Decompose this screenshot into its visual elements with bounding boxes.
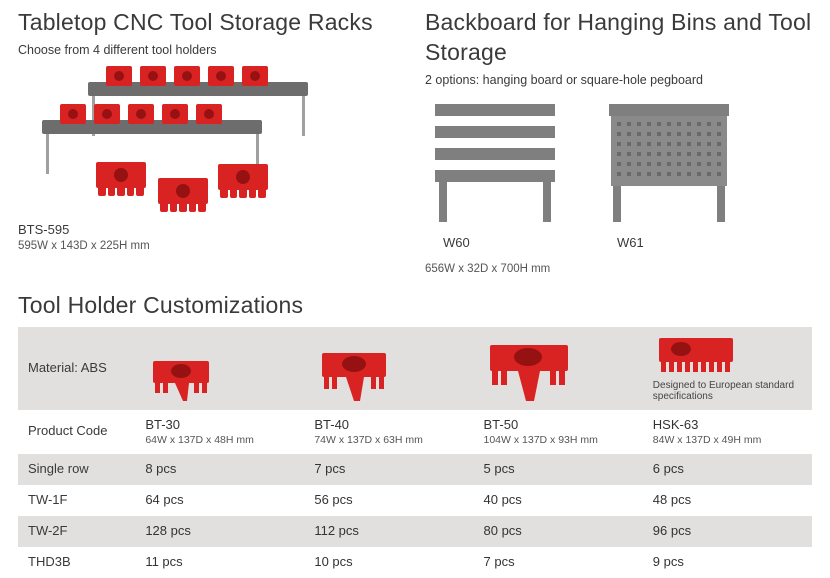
cell-1-0: 8 pcs (135, 454, 304, 485)
holder-img-bt30 (135, 327, 304, 410)
cell-2-3: 48 pcs (643, 485, 812, 516)
row-label-tw2f: TW-2F (18, 516, 135, 547)
cell-3-1: 112 pcs (304, 516, 473, 547)
cell-code-0: BT-30 64W x 137D x 48H mm (135, 410, 304, 455)
holder-img-bt50 (474, 327, 643, 410)
dims-bt30: 64W x 137D x 48H mm (145, 434, 294, 448)
dims-bt40: 74W x 137D x 63H mm (314, 434, 463, 448)
section-racks: Tabletop CNC Tool Storage Racks Choose f… (18, 8, 405, 277)
cell-1-1: 7 pcs (304, 454, 473, 485)
code-bt50: BT-50 (484, 417, 633, 434)
cell-3-3: 96 pcs (643, 516, 812, 547)
cell-4-2: 7 pcs (474, 547, 643, 578)
cell-1-2: 5 pcs (474, 454, 643, 485)
cell-4-0: 11 pcs (135, 547, 304, 578)
board-w60-icon (425, 98, 575, 228)
cell-4-3: 9 pcs (643, 547, 812, 578)
cell-code-2: BT-50 104W x 137D x 93H mm (474, 410, 643, 455)
cell-code-3: HSK-63 84W x 137D x 49H mm (643, 410, 812, 455)
holder-img-bt40 (304, 327, 473, 410)
backboard-dims: 656W x 32D x 700H mm (425, 262, 812, 277)
customizations-table: Material: ABS Designed to European stand… (18, 327, 812, 578)
row-label-tw1f: TW-1F (18, 485, 135, 516)
cell-3-0: 128 pcs (135, 516, 304, 547)
cell-code-1: BT-40 74W x 137D x 63H mm (304, 410, 473, 455)
material-label: Material: ABS (18, 327, 135, 410)
racks-dims: 595W x 143D x 225H mm (18, 239, 405, 254)
board-w61-code: W61 (599, 235, 749, 252)
row-label-thd3b: THD3B (18, 547, 135, 578)
cell-2-0: 64 pcs (135, 485, 304, 516)
board-w61: W61 (599, 98, 749, 252)
board-w61-icon (599, 98, 749, 228)
row-label-single: Single row (18, 454, 135, 485)
racks-subhead: Choose from 4 different tool holders (18, 42, 405, 58)
cell-2-1: 56 pcs (304, 485, 473, 516)
code-hsk63: HSK-63 (653, 417, 802, 434)
cell-2-2: 40 pcs (474, 485, 643, 516)
code-bt40: BT-40 (314, 417, 463, 434)
code-bt30: BT-30 (145, 417, 294, 434)
backboard-title: Backboard for Hanging Bins and Tool Stor… (425, 8, 812, 68)
dims-bt50: 104W x 137D x 93H mm (484, 434, 633, 448)
racks-illustration (18, 68, 338, 218)
racks-sku: BTS-595 (18, 222, 405, 239)
hsk-note: Designed to European standard specificat… (653, 380, 802, 403)
cell-4-1: 10 pcs (304, 547, 473, 578)
cell-3-2: 80 pcs (474, 516, 643, 547)
holder-img-hsk63: Designed to European standard specificat… (643, 327, 812, 410)
board-w60: W60 (425, 98, 575, 252)
racks-title: Tabletop CNC Tool Storage Racks (18, 8, 405, 38)
customizations-heading: Tool Holder Customizations (18, 291, 812, 321)
backboard-subhead: 2 options: hanging board or square-hole … (425, 72, 812, 88)
cell-1-3: 6 pcs (643, 454, 812, 485)
section-backboard: Backboard for Hanging Bins and Tool Stor… (425, 8, 812, 277)
row-label-code: Product Code (18, 410, 135, 455)
board-w60-code: W60 (425, 235, 575, 252)
dims-hsk63: 84W x 137D x 49H mm (653, 434, 802, 448)
